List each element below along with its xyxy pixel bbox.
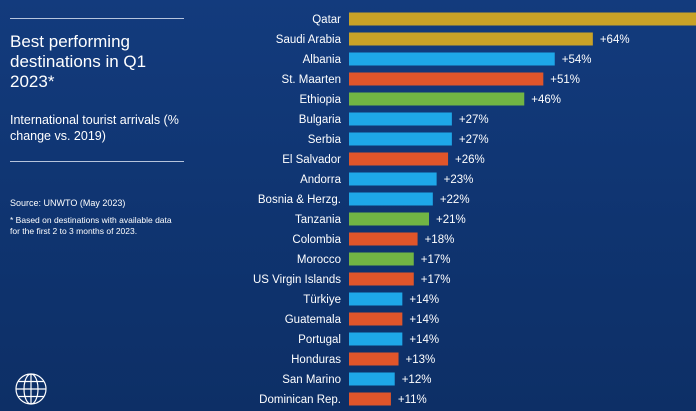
bar — [349, 292, 403, 306]
chart-title: Best performing destinations in Q1 2023* — [10, 32, 147, 91]
globe-icon — [15, 373, 47, 405]
value-label: +21% — [436, 214, 466, 226]
bar — [349, 372, 395, 386]
bar — [349, 92, 525, 106]
value-label: +64% — [600, 34, 630, 46]
category-label: Andorra — [300, 174, 342, 186]
chart-subtitle: International tourist arrivals (% change… — [10, 113, 179, 143]
category-label: US Virgin Islands — [253, 274, 341, 286]
value-label: +12% — [402, 374, 432, 386]
bar — [349, 132, 452, 146]
category-label: St. Maarten — [282, 74, 341, 86]
category-label: Bulgaria — [299, 114, 342, 126]
value-label: +17% — [421, 274, 451, 286]
bar — [349, 32, 593, 46]
bar — [349, 152, 449, 166]
value-label: +14% — [409, 314, 439, 326]
category-label: San Marino — [282, 374, 341, 386]
category-label: Qatar — [312, 14, 341, 26]
category-label: Portugal — [298, 334, 341, 346]
bar — [349, 252, 414, 266]
bar — [349, 392, 391, 406]
value-label: +14% — [409, 334, 439, 346]
value-label: +14% — [409, 294, 439, 306]
category-label: Guatemala — [285, 314, 342, 326]
category-label: Serbia — [308, 134, 342, 146]
bar — [349, 192, 433, 206]
category-label: Dominican Rep. — [259, 394, 341, 406]
value-label: +27% — [459, 114, 489, 126]
value-label: +22% — [440, 194, 470, 206]
bar — [349, 232, 418, 246]
value-label: +11% — [398, 394, 427, 406]
middle-divider — [10, 161, 184, 162]
source-note: Source: UNWTO (May 2023) — [10, 198, 126, 208]
category-label: Bosnia & Herzg. — [258, 194, 341, 206]
bar — [349, 352, 399, 366]
category-label: Colombia — [292, 234, 341, 246]
category-label: Morocco — [297, 254, 341, 266]
value-label: +17% — [421, 254, 451, 266]
value-label: +26% — [455, 154, 485, 166]
bar — [349, 332, 403, 346]
value-label: +13% — [406, 354, 436, 366]
bar — [349, 212, 430, 226]
category-label: Albania — [303, 54, 342, 66]
value-label: +27% — [459, 134, 489, 146]
bar — [349, 112, 452, 126]
category-label: El Salvador — [282, 154, 341, 166]
bar — [349, 312, 403, 326]
bar — [349, 72, 544, 86]
category-label: Türkiye — [303, 294, 341, 306]
value-label: +23% — [444, 174, 474, 186]
value-label: +51% — [550, 74, 580, 86]
category-label: Ethiopia — [299, 94, 341, 106]
category-label: Tanzania — [295, 214, 342, 226]
category-label: Saudi Arabia — [276, 34, 342, 46]
value-label: +18% — [425, 234, 455, 246]
footnote: * Based on destinations with available d… — [10, 215, 172, 236]
bar — [349, 12, 696, 26]
top-divider — [10, 18, 184, 19]
bar — [349, 172, 437, 186]
category-label: Honduras — [291, 354, 341, 366]
bar — [349, 272, 414, 286]
value-label: +46% — [531, 94, 561, 106]
bar — [349, 52, 555, 66]
value-label: +54% — [562, 54, 592, 66]
